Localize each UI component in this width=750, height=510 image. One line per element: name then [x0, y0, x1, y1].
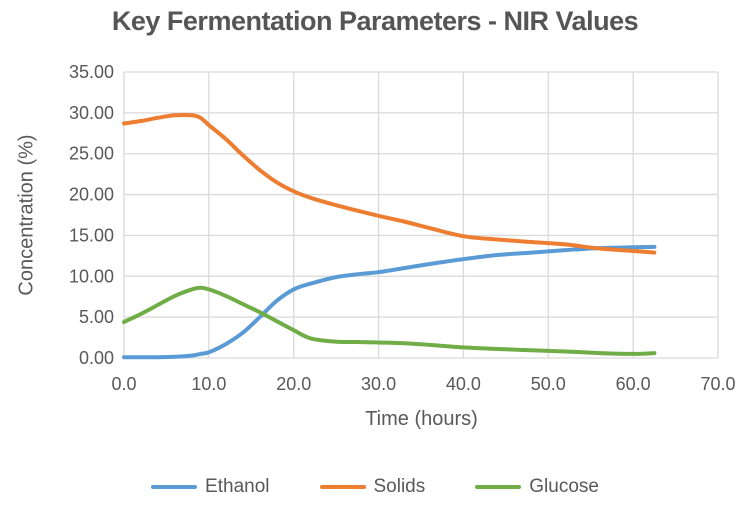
x-tick-label: 40.0: [446, 374, 481, 394]
x-tick-label: 20.0: [276, 374, 311, 394]
x-tick-label: 0.0: [111, 374, 136, 394]
legend-label-glucose: Glucose: [529, 476, 599, 497]
y-tick-label: 5.00: [79, 307, 114, 327]
x-tick-label: 70.0: [700, 374, 735, 394]
legend-label-ethanol: Ethanol: [205, 476, 270, 497]
x-tick-label: 60.0: [616, 374, 651, 394]
x-tick-label: 10.0: [191, 374, 226, 394]
solids-line-swatch: [319, 485, 366, 489]
legend-item-ethanol: Ethanol: [151, 476, 270, 498]
y-tick-label: 30.00: [69, 103, 114, 123]
y-axis-title: Concentration (%): [15, 134, 38, 296]
series-line-solids: [122, 113, 657, 255]
glucose-line-swatch: [475, 485, 522, 489]
y-tick-label: 15.00: [69, 225, 114, 245]
x-axis-title: Time (hours): [365, 408, 478, 430]
y-tick-label: 20.00: [69, 185, 114, 205]
y-tick-label: 10.00: [69, 266, 114, 286]
x-tick-label: 30.0: [361, 374, 396, 394]
ethanol-line-swatch: [151, 485, 198, 489]
y-tick-label: 25.00: [69, 144, 114, 164]
y-tick-label: 35.00: [69, 62, 114, 82]
legend: Ethanol Solids Glucose: [0, 476, 750, 498]
legend-item-glucose: Glucose: [475, 476, 599, 498]
legend-label-solids: Solids: [373, 476, 426, 497]
x-tick-label: 50.0: [531, 374, 566, 394]
y-tick-label: 0.00: [79, 348, 114, 368]
legend-item-solids: Solids: [319, 476, 426, 498]
series-line-glucose: [122, 285, 657, 356]
chart-title: Key Fermentation Parameters - NIR Values: [111, 6, 639, 36]
series-line-ethanol: [122, 244, 657, 360]
